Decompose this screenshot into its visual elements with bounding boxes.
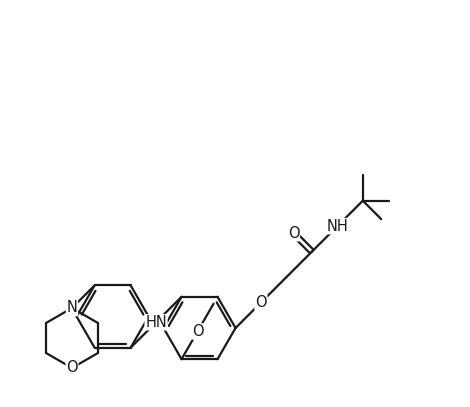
Text: N: N bbox=[67, 300, 78, 315]
Text: O: O bbox=[192, 324, 204, 339]
Text: O: O bbox=[255, 295, 267, 310]
Text: O: O bbox=[288, 226, 299, 241]
Text: HN: HN bbox=[145, 315, 167, 330]
Text: NH: NH bbox=[327, 219, 348, 234]
Text: O: O bbox=[66, 361, 78, 376]
